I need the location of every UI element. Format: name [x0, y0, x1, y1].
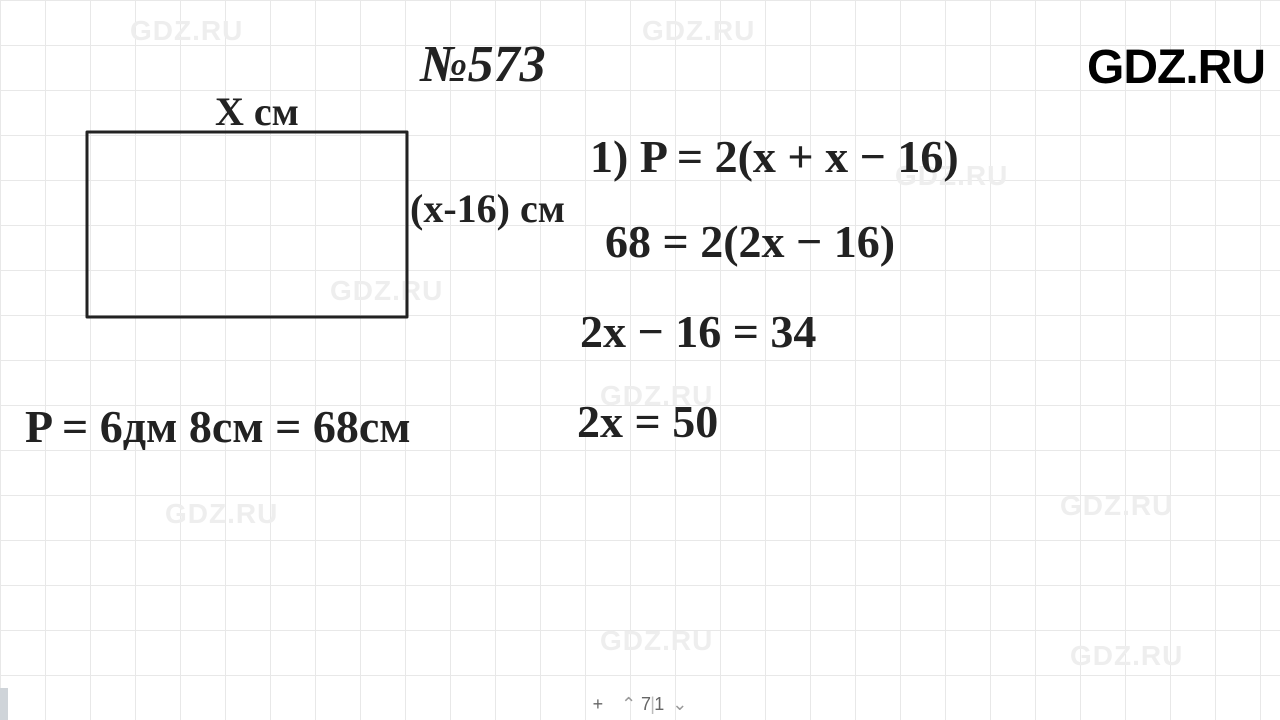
rectangle-diagram: [85, 130, 411, 320]
equation-line-1: 1) P = 2(x + x − 16): [590, 130, 959, 183]
page-down-button[interactable]: ⌄: [672, 694, 687, 715]
site-logo: GDZ.RU: [1087, 40, 1265, 95]
rectangle-top-label: X см: [215, 88, 299, 135]
equation-line-4: 2x = 50: [577, 395, 718, 448]
rectangle-side-label: (x-16) см: [410, 185, 565, 232]
equation-line-3: 2x − 16 = 34: [580, 305, 816, 358]
add-button[interactable]: +: [593, 694, 604, 715]
page-up-button[interactable]: ⌃: [621, 694, 636, 715]
equation-line-2: 68 = 2(2x − 16): [605, 215, 895, 268]
pager-toolbar: + ⌃ 1|7 ⌄: [0, 688, 1280, 720]
graph-paper-background: [0, 0, 1280, 720]
perimeter-given: P = 6дм 8см = 68см: [25, 400, 411, 453]
page-total: 7: [641, 694, 651, 714]
page-current: 1: [654, 694, 664, 714]
problem-number: №573: [420, 35, 546, 94]
